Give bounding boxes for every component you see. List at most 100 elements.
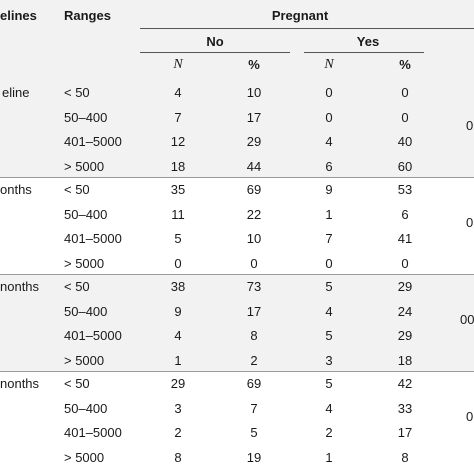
no-pct-cell: 10 <box>246 231 262 246</box>
yes-n-cell: 3 <box>325 352 333 368</box>
group-side-value: 0 <box>466 118 474 133</box>
no-n-cell: 5 <box>174 231 182 246</box>
range-cell: 401–5000 <box>64 134 122 149</box>
yes-pct-cell: 40 <box>397 134 413 149</box>
group-label: nonths <box>0 279 40 294</box>
no-n-cell: 4 <box>174 328 182 343</box>
yes-n-cell: 5 <box>325 279 333 294</box>
range-cell: 50–400 <box>64 400 108 416</box>
no-pct-header: % <box>248 57 260 72</box>
range-cell: > 5000 <box>64 158 105 174</box>
no-n-cell: 3 <box>174 400 182 416</box>
yes-pct-cell: 29 <box>397 328 413 343</box>
pregnant-header: Pregnant <box>271 8 329 23</box>
range-cell: 401–5000 <box>64 328 122 343</box>
group-shade <box>0 274 474 372</box>
yes-pct-header: % <box>399 57 411 72</box>
no-pct-cell: 29 <box>246 134 262 149</box>
range-cell: 401–5000 <box>64 231 122 246</box>
no-n-cell: 4 <box>174 85 182 100</box>
group-separator <box>0 371 474 372</box>
yes-pct-cell: 8 <box>401 449 409 465</box>
range-cell: 401–5000 <box>64 425 122 440</box>
yes-header: Yes <box>356 34 380 49</box>
yes-n-cell: 4 <box>325 303 333 319</box>
no-n-cell: 38 <box>170 279 186 294</box>
no-n-cell: 29 <box>170 376 186 391</box>
group-separator <box>0 177 474 178</box>
group-side-value: 0 <box>466 409 474 424</box>
yes-pct-cell: 0 <box>401 85 409 100</box>
yes-pct-cell: 41 <box>397 231 413 246</box>
no-n-cell: 12 <box>170 134 186 149</box>
yes-pct-cell: 42 <box>397 376 413 391</box>
group-label: eline <box>2 85 30 100</box>
yes-underline <box>304 52 424 53</box>
yes-n-cell: 2 <box>325 425 333 440</box>
no-n-cell: 1 <box>174 352 182 368</box>
no-n-cell: 2 <box>174 425 182 440</box>
group-side-value: 00 <box>460 312 474 327</box>
no-n-cell: 35 <box>170 182 186 197</box>
no-pct-cell: 0 <box>250 255 258 271</box>
yes-pct-cell: 0 <box>401 109 409 125</box>
yes-n-cell: 4 <box>325 134 333 149</box>
no-pct-cell: 69 <box>246 182 262 197</box>
no-pct-cell: 8 <box>250 328 258 343</box>
yes-pct-cell: 6 <box>401 206 409 222</box>
yes-pct-cell: 29 <box>397 279 413 294</box>
no-pct-cell: 44 <box>246 158 262 174</box>
yes-pct-cell: 0 <box>401 255 409 271</box>
yes-pct-cell: 60 <box>397 158 413 174</box>
no-underline <box>140 52 290 53</box>
no-header: No <box>206 34 224 49</box>
no-n-cell: 8 <box>174 449 182 465</box>
range-cell: < 50 <box>64 376 90 391</box>
pregnant-underline <box>140 28 474 29</box>
yes-n-cell: 1 <box>325 449 333 465</box>
yes-n-header: N <box>324 57 334 72</box>
ranges-header: Ranges <box>64 8 111 23</box>
range-cell: < 50 <box>64 182 90 197</box>
yes-n-cell: 9 <box>325 182 333 197</box>
yes-n-cell: 4 <box>325 400 333 416</box>
yes-pct-cell: 18 <box>397 352 413 368</box>
range-cell: < 50 <box>64 279 90 294</box>
yes-n-cell: 0 <box>325 85 333 100</box>
baselines-header: elines <box>0 8 37 23</box>
group-side-value: 0 <box>466 215 474 230</box>
yes-n-cell: 5 <box>325 328 333 343</box>
header-background <box>0 0 474 80</box>
yes-pct-cell: 53 <box>397 182 413 197</box>
yes-n-cell: 1 <box>325 206 333 222</box>
yes-n-cell: 5 <box>325 376 333 391</box>
yes-n-cell: 6 <box>325 158 333 174</box>
no-n-cell: 18 <box>170 158 186 174</box>
no-n-cell: 0 <box>174 255 182 271</box>
no-n-cell: 11 <box>171 206 185 222</box>
group-separator <box>0 274 474 275</box>
group-label: onths <box>0 182 32 197</box>
yes-n-cell: 0 <box>325 109 333 125</box>
no-pct-cell: 5 <box>250 425 258 440</box>
no-n-header: N <box>173 57 183 72</box>
yes-pct-cell: 24 <box>397 303 413 319</box>
range-cell: < 50 <box>64 85 90 100</box>
no-pct-cell: 73 <box>246 279 262 294</box>
yes-pct-cell: 17 <box>397 425 413 440</box>
no-pct-cell: 17 <box>246 303 262 319</box>
no-pct-cell: 10 <box>246 85 262 100</box>
range-cell: > 5000 <box>64 449 105 465</box>
no-pct-cell: 22 <box>246 206 262 222</box>
group-shade <box>0 80 474 178</box>
no-pct-cell: 69 <box>246 376 262 391</box>
range-cell: 50–400 <box>64 206 108 222</box>
yes-n-cell: 0 <box>325 255 333 271</box>
no-n-cell: 7 <box>174 109 182 125</box>
range-cell: 50–400 <box>64 303 108 319</box>
no-pct-cell: 7 <box>250 400 258 416</box>
no-pct-cell: 17 <box>246 109 262 125</box>
no-pct-cell: 19 <box>246 449 262 465</box>
yes-n-cell: 7 <box>325 231 333 246</box>
